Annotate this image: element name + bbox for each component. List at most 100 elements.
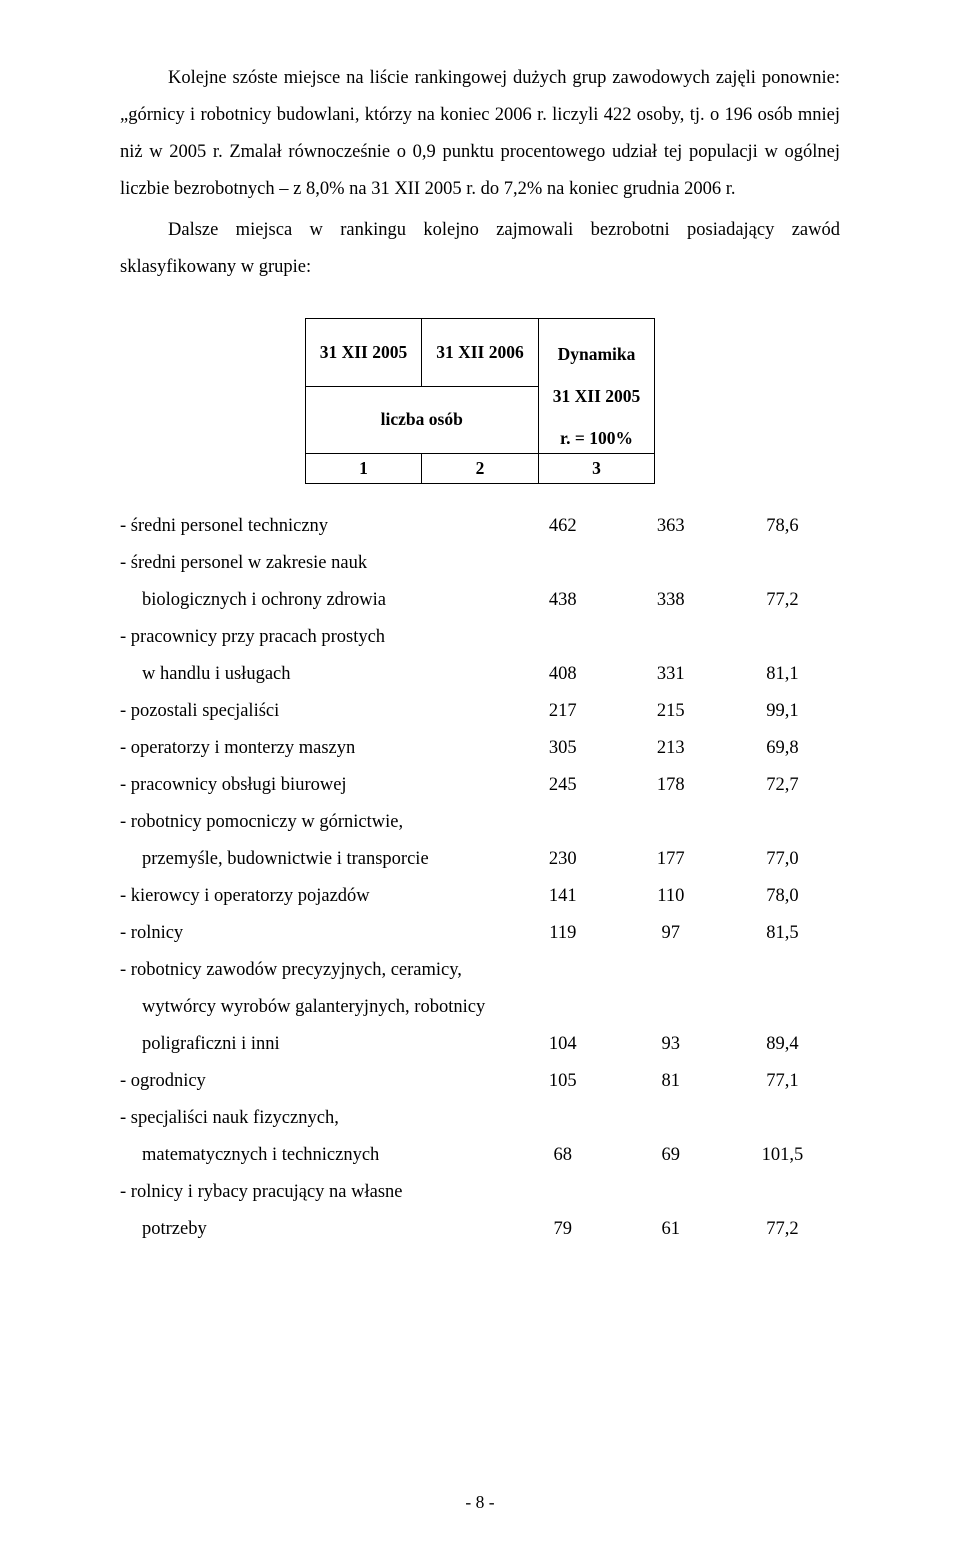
table-row: w handlu i usługach40833181,1 xyxy=(120,656,840,693)
row-c1 xyxy=(509,619,617,656)
row-sublabel: w handlu i usługach xyxy=(120,656,509,693)
table-row: wytwórcy wyrobów galanteryjnych, robotni… xyxy=(120,989,840,1026)
hdr-col3: Dynamika 31 XII 2005 r. = 100% xyxy=(538,319,655,454)
table-row: - robotnicy zawodów precyzyjnych, cerami… xyxy=(120,952,840,989)
table-row: matematycznych i technicznych6869101,5 xyxy=(120,1137,840,1174)
row-label: - rolnicy xyxy=(120,915,509,952)
row-label: - pracownicy obsługi biurowej xyxy=(120,767,509,804)
paragraph-2: Dalsze miejsca w rankingu kolejno zajmow… xyxy=(120,212,840,286)
row-c1 xyxy=(509,989,617,1026)
row-c1: 119 xyxy=(509,915,617,952)
row-c3: 69,8 xyxy=(725,730,840,767)
row-c3: 77,2 xyxy=(725,582,840,619)
row-c3: 81,5 xyxy=(725,915,840,952)
header-table: 31 XII 2005 31 XII 2006 Dynamika 31 XII … xyxy=(305,318,656,484)
table-row: - średni personel techniczny46236378,6 xyxy=(120,508,840,545)
row-c3: 99,1 xyxy=(725,693,840,730)
row-c2: 363 xyxy=(617,508,725,545)
row-c3 xyxy=(725,989,840,1026)
row-label: - pracownicy przy pracach prostych xyxy=(120,619,509,656)
row-c2: 110 xyxy=(617,878,725,915)
row-c2: 97 xyxy=(617,915,725,952)
row-label: - specjaliści nauk fizycznych, xyxy=(120,1100,509,1137)
row-label: - robotnicy pomocniczy w górnictwie, xyxy=(120,804,509,841)
row-c3 xyxy=(725,619,840,656)
row-sublabel: wytwórcy wyrobów galanteryjnych, robotni… xyxy=(120,989,509,1026)
row-c1: 462 xyxy=(509,508,617,545)
row-label: - ogrodnicy xyxy=(120,1063,509,1100)
row-c1: 104 xyxy=(509,1026,617,1063)
row-c3: 81,1 xyxy=(725,656,840,693)
hdr-col3-l3: r. = 100% xyxy=(560,428,633,448)
row-c3 xyxy=(725,952,840,989)
row-c2: 93 xyxy=(617,1026,725,1063)
row-c2 xyxy=(617,1100,725,1137)
hdr-n2: 2 xyxy=(422,454,539,484)
row-c2: 61 xyxy=(617,1211,725,1248)
table-row: - pracownicy przy pracach prostych xyxy=(120,619,840,656)
row-label: - robotnicy zawodów precyzyjnych, cerami… xyxy=(120,952,509,989)
row-label: - pozostali specjaliści xyxy=(120,693,509,730)
document-page: Kolejne szóste miejsce na liście ranking… xyxy=(0,0,960,1543)
row-c3: 101,5 xyxy=(725,1137,840,1174)
row-c3: 77,1 xyxy=(725,1063,840,1100)
row-c2: 178 xyxy=(617,767,725,804)
row-c1: 408 xyxy=(509,656,617,693)
row-c1: 230 xyxy=(509,841,617,878)
row-c3 xyxy=(725,545,840,582)
row-c1: 245 xyxy=(509,767,617,804)
row-label: - średni personel techniczny xyxy=(120,508,509,545)
row-c2 xyxy=(617,804,725,841)
row-c3: 77,2 xyxy=(725,1211,840,1248)
table-row: - kierowcy i operatorzy pojazdów14111078… xyxy=(120,878,840,915)
row-c2: 81 xyxy=(617,1063,725,1100)
hdr-n3: 3 xyxy=(538,454,655,484)
row-c1: 305 xyxy=(509,730,617,767)
row-c3 xyxy=(725,1174,840,1211)
header-table-wrap: 31 XII 2005 31 XII 2006 Dynamika 31 XII … xyxy=(120,318,840,484)
data-table: - średni personel techniczny46236378,6- … xyxy=(120,508,840,1248)
row-sublabel: przemyśle, budownictwie i transporcie xyxy=(120,841,509,878)
row-c2: 177 xyxy=(617,841,725,878)
row-c1: 438 xyxy=(509,582,617,619)
hdr-sub12: liczba osób xyxy=(305,386,538,454)
row-c1 xyxy=(509,952,617,989)
row-c1: 79 xyxy=(509,1211,617,1248)
paragraph-1: Kolejne szóste miejsce na liście ranking… xyxy=(120,60,840,208)
table-row: - robotnicy pomocniczy w górnictwie, xyxy=(120,804,840,841)
hdr-col3-l2: 31 XII 2005 xyxy=(553,386,641,406)
table-row: biologicznych i ochrony zdrowia43833877,… xyxy=(120,582,840,619)
table-row: - ogrodnicy1058177,1 xyxy=(120,1063,840,1100)
table-row: przemyśle, budownictwie i transporcie230… xyxy=(120,841,840,878)
table-row: potrzeby796177,2 xyxy=(120,1211,840,1248)
hdr-col3-l1: Dynamika xyxy=(558,344,636,364)
hdr-col1: 31 XII 2005 xyxy=(305,319,422,387)
row-c3: 78,6 xyxy=(725,508,840,545)
row-c2: 215 xyxy=(617,693,725,730)
row-c3 xyxy=(725,1100,840,1137)
hdr-n1: 1 xyxy=(305,454,422,484)
row-label: - kierowcy i operatorzy pojazdów xyxy=(120,878,509,915)
row-sublabel: poligraficzni i inni xyxy=(120,1026,509,1063)
row-c3: 77,0 xyxy=(725,841,840,878)
row-sublabel: biologicznych i ochrony zdrowia xyxy=(120,582,509,619)
table-row: - operatorzy i monterzy maszyn30521369,8 xyxy=(120,730,840,767)
row-sublabel: potrzeby xyxy=(120,1211,509,1248)
table-row: - rolnicy1199781,5 xyxy=(120,915,840,952)
row-c1: 105 xyxy=(509,1063,617,1100)
table-row: - specjaliści nauk fizycznych, xyxy=(120,1100,840,1137)
row-c2 xyxy=(617,545,725,582)
row-c3: 89,4 xyxy=(725,1026,840,1063)
row-c1 xyxy=(509,1174,617,1211)
row-c2: 69 xyxy=(617,1137,725,1174)
row-c2 xyxy=(617,619,725,656)
table-row: - rolnicy i rybacy pracujący na własne xyxy=(120,1174,840,1211)
table-row: poligraficzni i inni1049389,4 xyxy=(120,1026,840,1063)
row-c1 xyxy=(509,804,617,841)
row-c2: 213 xyxy=(617,730,725,767)
hdr-col2: 31 XII 2006 xyxy=(422,319,539,387)
row-c1: 217 xyxy=(509,693,617,730)
row-c3: 78,0 xyxy=(725,878,840,915)
row-c2: 331 xyxy=(617,656,725,693)
row-c2 xyxy=(617,989,725,1026)
